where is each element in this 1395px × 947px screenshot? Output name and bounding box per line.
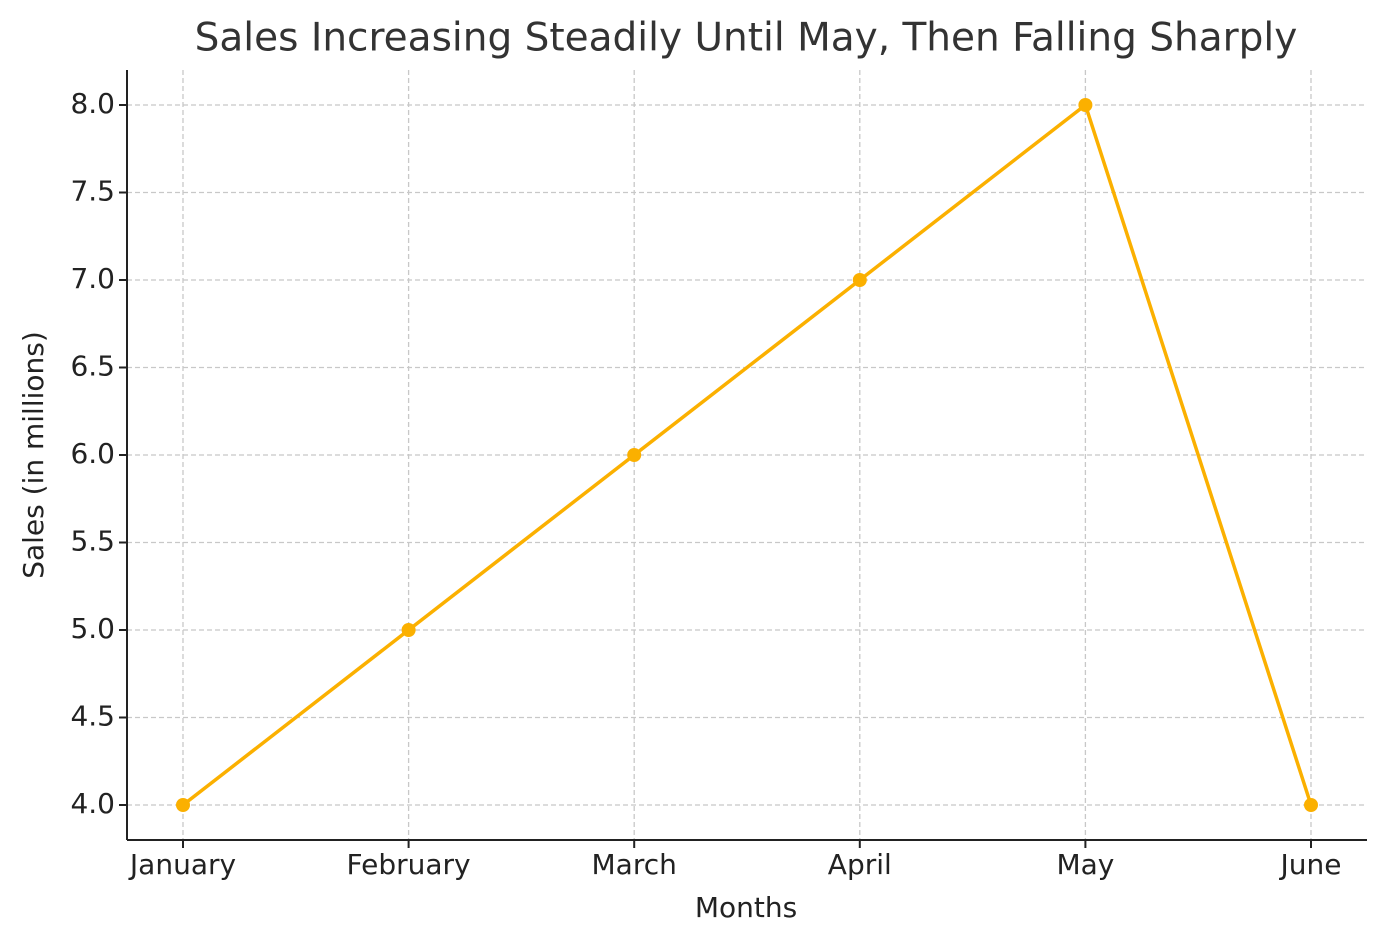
x-tick-label: February xyxy=(347,848,471,881)
point xyxy=(1078,98,1093,112)
y-tick-label: 8.0 xyxy=(70,87,115,120)
chart-title: Sales Increasing Steadily Until May, The… xyxy=(195,16,1298,61)
point xyxy=(852,273,867,287)
x-tick-label: June xyxy=(1279,848,1342,881)
x-tick-label: January xyxy=(128,848,236,881)
y-tick-label: 7.5 xyxy=(70,175,115,208)
y-tick-label: 4.0 xyxy=(70,787,115,820)
x-axis-label: Months xyxy=(695,891,797,924)
y-tick-label: 7.0 xyxy=(70,262,115,295)
y-tick-label: 5.5 xyxy=(70,525,115,558)
x-tick-label: May xyxy=(1056,848,1114,881)
x-tick-label: March xyxy=(592,848,677,881)
point xyxy=(401,623,416,637)
y-tick-label: 6.5 xyxy=(70,350,115,383)
y-tick-label: 6.0 xyxy=(70,437,115,470)
y-tick-label: 5.0 xyxy=(70,612,115,645)
y-tick-label: 4.5 xyxy=(70,700,115,733)
x-tick-label: April xyxy=(828,848,892,881)
point xyxy=(1304,798,1318,812)
line xyxy=(181,103,1313,807)
point xyxy=(627,448,642,462)
point xyxy=(176,798,190,812)
y-axis-label: Sales (in millions) xyxy=(17,331,50,579)
